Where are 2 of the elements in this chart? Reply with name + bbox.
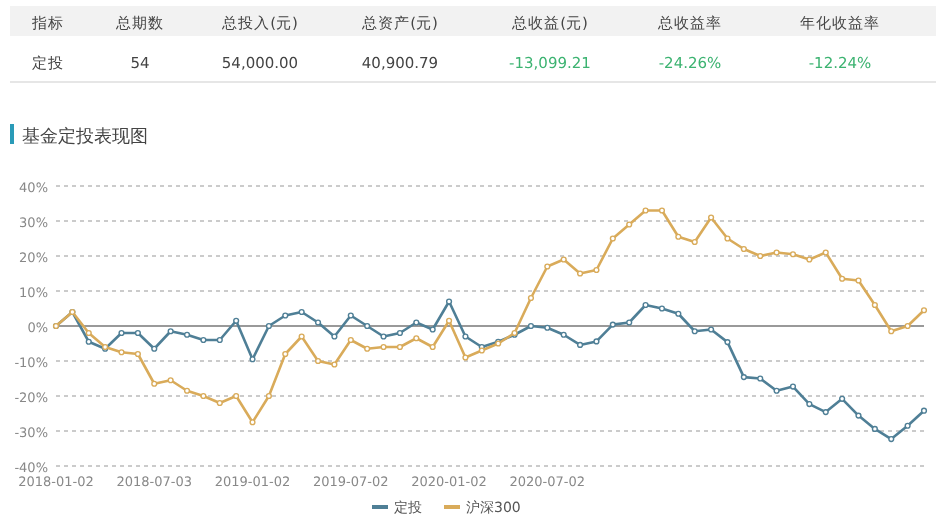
line-series [52,207,928,426]
chart-title: 基金定投表现图 [22,126,148,148]
